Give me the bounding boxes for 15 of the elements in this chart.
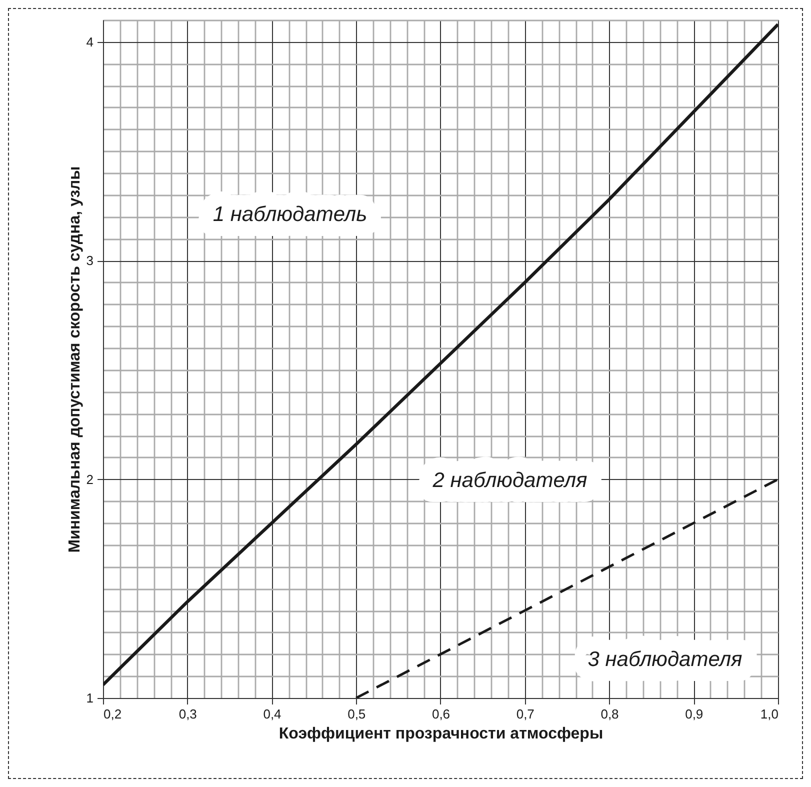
x-tick-label: 1,0 — [760, 706, 778, 722]
x-tick-label: 0,6 — [432, 706, 450, 722]
x-tick-label: 0,8 — [600, 706, 619, 722]
y-tick-label: 3 — [86, 253, 94, 268]
y-tick-label: 4 — [86, 34, 94, 50]
y-axis-title: Минимальная допустимая скорость судна, узлы — [66, 166, 84, 553]
x-tick-label: 0,3 — [178, 706, 197, 722]
x-tick-label: 0,5 — [348, 706, 366, 722]
x-tick-label: 0,9 — [685, 706, 704, 722]
y-tick-label: 2 — [86, 472, 94, 487]
x-axis-title: Коэффициент прозрачности атмосферы — [278, 726, 604, 742]
y-tick-label: 1 — [86, 690, 94, 706]
x-tick-label: 0,2 — [104, 706, 122, 722]
x-tick-label: 0,7 — [516, 706, 534, 722]
x-tick-label: 0,4 — [263, 706, 282, 722]
